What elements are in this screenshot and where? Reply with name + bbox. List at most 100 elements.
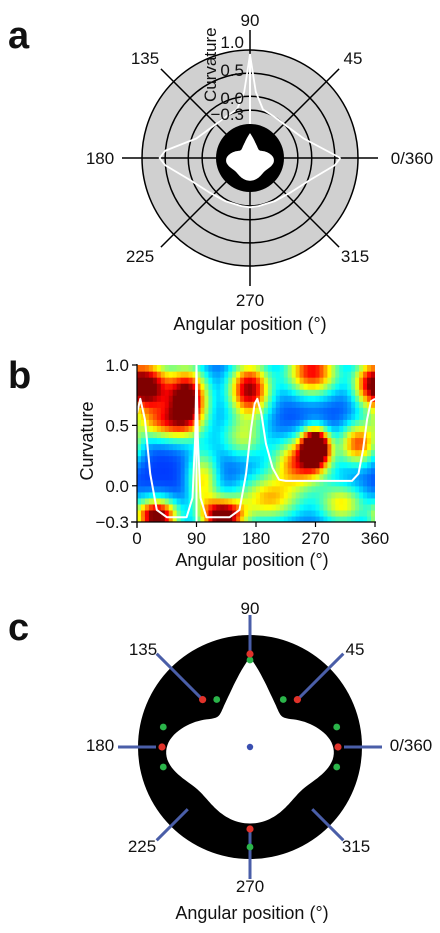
b-heat-cell	[371, 473, 375, 481]
b-heat-cell	[307, 479, 313, 487]
b-heat-cell	[371, 443, 375, 451]
b-heat-cell	[180, 419, 186, 426]
b-heat-cell	[224, 473, 229, 481]
b-heat-cell	[256, 371, 261, 378]
b-heat-cell	[160, 491, 166, 499]
b-heat-cell	[295, 419, 301, 426]
b-heat-cell	[351, 437, 356, 445]
b-heat-cell	[291, 395, 297, 402]
b-heat-cell	[196, 407, 202, 414]
b-heat-cell	[339, 401, 344, 408]
b-heat-cell	[224, 419, 229, 426]
b-heat-cell	[240, 365, 245, 372]
b-heat-cell	[307, 437, 313, 445]
b-heat-cell	[303, 479, 309, 487]
b-heat-cell	[172, 443, 178, 451]
b-heat-cell	[176, 371, 182, 378]
b-heat-cell	[371, 395, 375, 402]
b-heat-cell	[212, 515, 217, 522]
b-heat-cell	[224, 383, 229, 390]
b-heat-cell	[184, 377, 190, 384]
c-green-point	[246, 843, 254, 851]
b-heat-cell	[367, 413, 372, 420]
b-heat-cell	[137, 491, 142, 499]
b-heat-cell	[363, 389, 368, 396]
b-heat-cell	[228, 437, 233, 445]
b-heat-cell	[267, 365, 273, 372]
b-heat-cell	[331, 425, 336, 433]
b-heat-cell	[180, 473, 186, 481]
b-heat-cell	[204, 395, 209, 402]
b-heat-cell	[224, 395, 229, 402]
b-heat-cell	[184, 515, 190, 522]
b-heat-cell	[184, 419, 190, 426]
b-heat-cell	[275, 395, 281, 402]
b-heat-cell	[232, 389, 237, 396]
b-heat-cell	[156, 515, 162, 522]
b-heat-cell	[244, 419, 249, 426]
b-heat-cell	[259, 467, 265, 475]
b-heat-cell	[208, 479, 213, 487]
b-heat-cell	[176, 443, 182, 451]
b-heat-cell	[236, 437, 241, 445]
b-heat-cell	[200, 449, 206, 457]
b-heat-cell	[327, 455, 332, 463]
b-heat-cell	[271, 425, 277, 433]
b-heat-cell	[168, 479, 174, 487]
b-heat-cell	[339, 497, 344, 505]
b-heat-cell	[303, 389, 309, 396]
b-heat-cell	[236, 455, 241, 463]
b-heat-cell	[331, 455, 336, 463]
b-heat-cell	[291, 383, 297, 390]
b-heat-cell	[347, 509, 352, 517]
b-heat-cell	[228, 419, 233, 426]
b-heat-cell	[267, 515, 273, 522]
b-heat-cell	[263, 503, 269, 511]
b-heat-cell	[160, 413, 166, 420]
b-heat-cell	[331, 497, 336, 505]
b-heat-cell	[144, 491, 150, 499]
b-heat-cell	[248, 377, 253, 384]
b-heat-cell	[259, 515, 265, 522]
b-heat-cell	[287, 509, 293, 517]
b-heat-cell	[216, 515, 221, 522]
b-heat-cell	[367, 491, 372, 499]
b-heat-cell	[244, 485, 249, 493]
b-heat-cell	[236, 461, 241, 469]
b-heat-cell	[228, 395, 233, 402]
b-heat-cell	[216, 371, 221, 378]
b-heat-cell	[263, 497, 269, 505]
b-heat-cell	[279, 425, 285, 433]
b-heat-cell	[192, 479, 198, 487]
b-heat-cell	[152, 383, 158, 390]
b-heat-cell	[236, 389, 241, 396]
b-heat-cell	[160, 497, 166, 505]
b-heat-cell	[148, 509, 154, 517]
b-heat-cell	[208, 413, 213, 420]
b-heat-cell	[267, 401, 273, 408]
b-heat-cell	[275, 515, 281, 522]
b-heat-cell	[172, 479, 178, 487]
b-heat-cell	[295, 491, 301, 499]
b-heat-cell	[164, 509, 170, 517]
b-heat-cell	[208, 365, 213, 372]
b-heat-cell	[367, 389, 372, 396]
b-heat-cell	[196, 371, 202, 378]
b-heat-cell	[140, 395, 146, 402]
b-heat-cell	[216, 395, 221, 402]
b-heat-cell	[331, 383, 336, 390]
b-heat-cell	[148, 419, 154, 426]
b-heat-cell	[299, 497, 305, 505]
a-angle-tick-label: 270	[236, 291, 264, 310]
b-heat-cell	[339, 377, 344, 384]
a-angle-tick-label: 315	[341, 247, 369, 266]
b-heat-cell	[204, 371, 209, 378]
b-heat-cell	[192, 365, 198, 372]
b-heat-cell	[279, 515, 285, 522]
b-heat-cell	[343, 395, 348, 402]
b-heat-cell	[291, 473, 297, 481]
b-heat-cell	[307, 455, 313, 463]
b-heat-cell	[331, 389, 336, 396]
b-heat-cell	[267, 461, 273, 469]
